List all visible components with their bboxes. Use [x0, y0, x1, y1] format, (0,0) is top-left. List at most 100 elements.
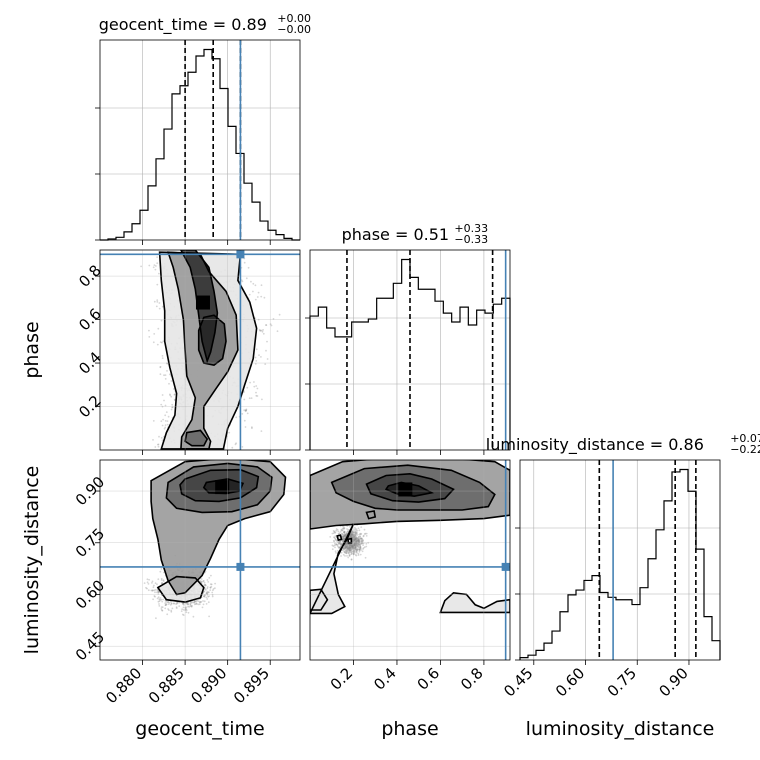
scatter-point: [332, 530, 335, 532]
scatter-point: [251, 426, 253, 428]
scatter-point: [357, 539, 359, 542]
scatter-point: [331, 544, 334, 547]
hist-title-luminosity_distance: luminosity_distance = 0.86 +0.07−0.22: [486, 432, 760, 456]
scatter-point: [348, 554, 351, 556]
scatter-point: [335, 539, 337, 541]
scatter-point: [350, 544, 353, 547]
scatter-point: [161, 424, 164, 427]
scatter-point: [346, 545, 349, 548]
scatter-point: [262, 329, 264, 331]
scatter-point: [344, 534, 347, 537]
contour-line: [156, 575, 205, 603]
x-tick-label: 0.880: [102, 664, 145, 707]
scatter-point: [359, 537, 362, 540]
scatter-point: [159, 366, 162, 369]
scatter-point: [350, 544, 352, 546]
scatter-point: [348, 549, 351, 552]
scatter-point: [345, 551, 348, 554]
scatter-point: [345, 543, 348, 546]
scatter-point: [210, 585, 213, 588]
scatter-point: [357, 543, 360, 546]
scatter-point: [249, 381, 252, 384]
contour-line: [165, 462, 273, 514]
scatter-point: [345, 552, 347, 554]
scatter-point: [350, 553, 353, 555]
scatter-point: [354, 547, 356, 550]
scatter-point: [354, 546, 357, 549]
scatter-point: [355, 554, 358, 557]
panel-frame: [99, 249, 301, 451]
scatter-point: [351, 531, 354, 533]
title-minus: −0.22: [730, 443, 760, 456]
scatter-point: [353, 550, 356, 552]
scatter-point: [348, 546, 351, 549]
scatter-point: [151, 580, 154, 583]
scatter-point: [208, 577, 211, 579]
scatter-point: [164, 604, 167, 606]
scatter-point: [341, 540, 344, 543]
scatter-point: [164, 424, 167, 426]
scatter-point: [355, 532, 358, 535]
scatter-point: [205, 603, 208, 605]
scatter-point: [245, 409, 248, 412]
scatter-point: [356, 538, 359, 541]
scatter-point: [203, 595, 206, 598]
scatter-point: [345, 545, 348, 547]
scatter-point: [152, 598, 155, 601]
scatter-point: [350, 558, 353, 561]
scatter-point: [354, 531, 357, 534]
scatter-point: [354, 538, 356, 540]
scatter-point: [165, 600, 168, 603]
scatter-point: [352, 552, 355, 555]
scatter-point: [155, 617, 157, 620]
scatter-point: [156, 597, 159, 600]
x-tick-label: 0.6: [414, 664, 444, 694]
scatter-point: [343, 531, 345, 533]
scatter-point: [255, 348, 258, 351]
scatter-point: [350, 533, 352, 536]
scatter-point: [160, 319, 163, 322]
scatter-point: [346, 548, 349, 550]
scatter-point: [351, 533, 353, 536]
scatter-point: [199, 580, 202, 583]
scatter-point: [354, 539, 357, 542]
scatter-point: [164, 404, 167, 407]
scatter-point: [166, 452, 168, 454]
scatter-point: [340, 555, 342, 557]
scatter-point: [365, 532, 368, 535]
scatter-point: [201, 606, 204, 609]
scatter-point: [342, 537, 344, 540]
scatter-point: [190, 601, 193, 603]
scatter-point: [197, 600, 200, 602]
scatter-point: [333, 536, 335, 539]
hist-title-phase: phase = 0.51 +0.33−0.33: [342, 222, 489, 246]
scatter-point: [214, 582, 217, 585]
scatter-point: [355, 539, 358, 542]
scatter-point: [355, 533, 357, 536]
scatter-point: [154, 268, 157, 271]
scatter-point: [338, 532, 341, 535]
scatter-point: [205, 592, 208, 595]
scatter-point: [350, 533, 353, 536]
scatter-point: [246, 412, 249, 415]
scatter-point: [170, 380, 173, 382]
scatter-point: [355, 536, 358, 538]
scatter-point: [169, 603, 172, 606]
scatter-point: [355, 540, 358, 543]
scatter-point: [158, 598, 161, 601]
scatter-point: [342, 539, 344, 541]
scatter-point: [146, 581, 149, 584]
scatter-point: [161, 439, 164, 442]
scatter-point: [359, 536, 362, 538]
histogram-phase: [309, 258, 511, 450]
scatter-point: [342, 547, 345, 550]
scatter-point: [207, 591, 210, 594]
scatter-point: [203, 583, 206, 586]
scatter-point: [355, 539, 358, 542]
scatter-point: [360, 537, 363, 539]
scatter-point: [152, 439, 154, 441]
scatter-point: [354, 538, 357, 540]
scatter-point: [230, 452, 232, 454]
panel-content: [100, 460, 300, 660]
